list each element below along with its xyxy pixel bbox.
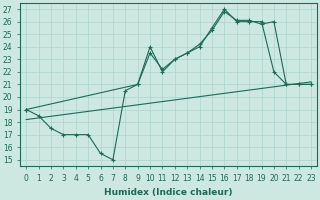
X-axis label: Humidex (Indice chaleur): Humidex (Indice chaleur) [104,188,233,197]
